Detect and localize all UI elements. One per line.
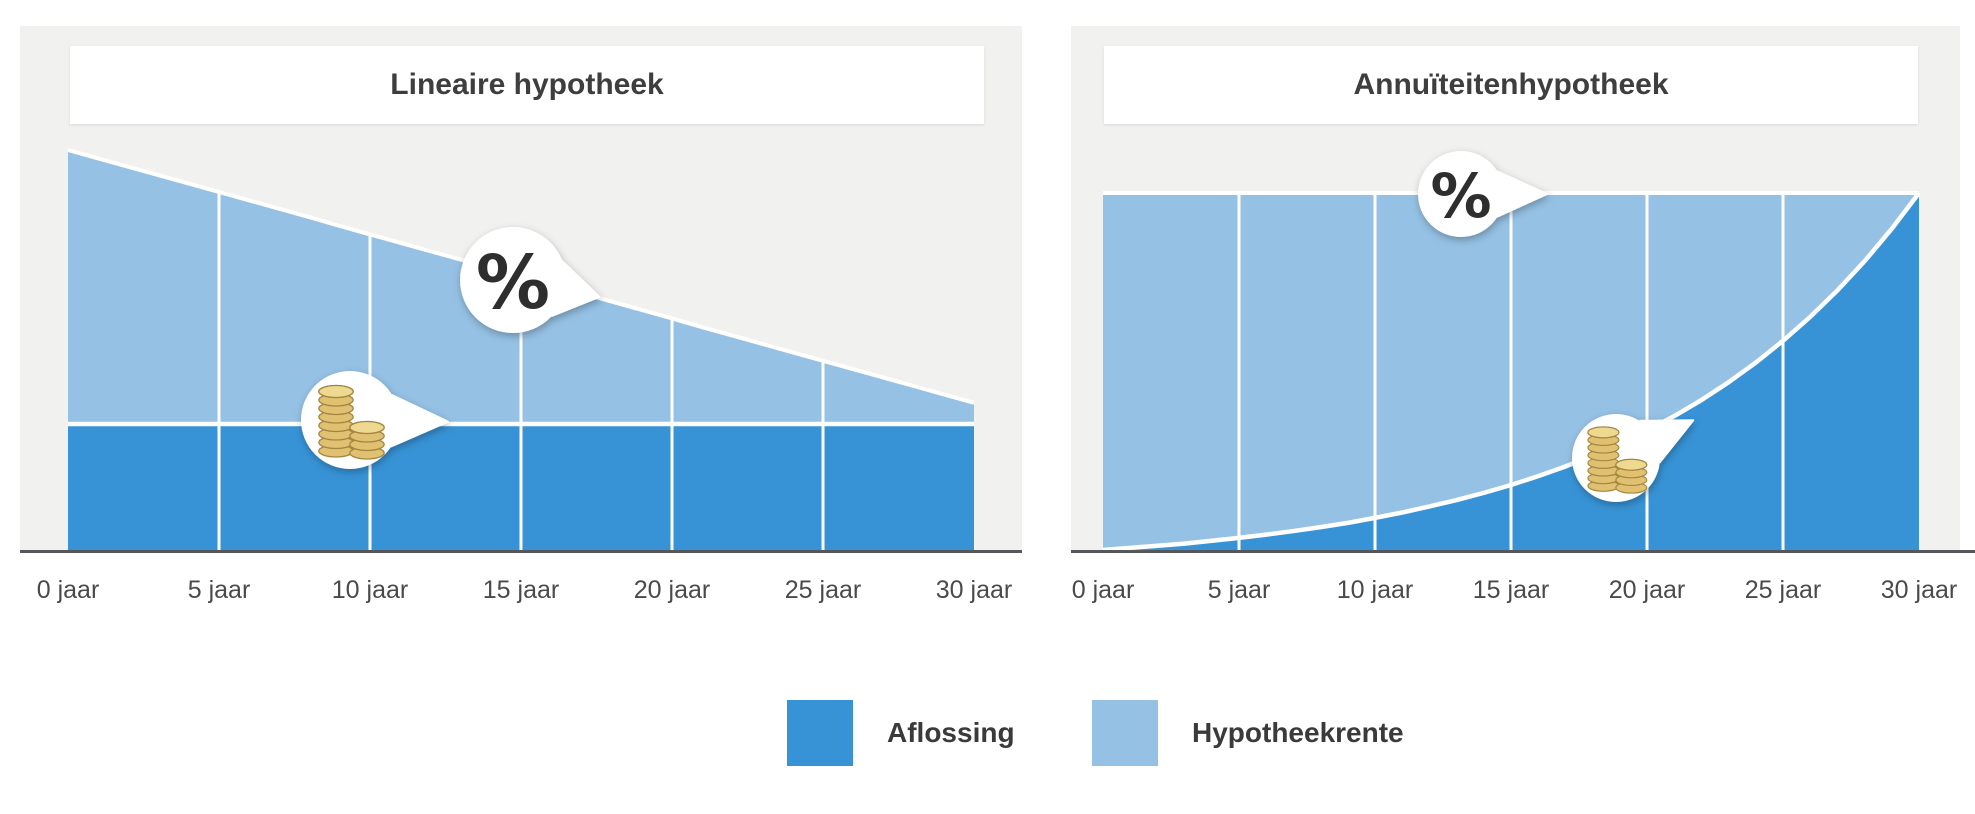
x-axis-label: 5 jaar [1207,576,1271,604]
lineair-title-box: Lineaire hypotheek [70,46,984,124]
legend-item-hypotheekrente: Hypotheekrente [1092,700,1404,766]
hypotheekrente-legend-label: Hypotheekrente [1192,717,1404,748]
x-axis-label: 25 jaar [784,576,862,604]
x-axis-label: 30 jaar [1880,576,1958,604]
aflossing-swatch [787,700,853,766]
legend-item-aflossing: Aflossing [787,700,1015,766]
x-axis-label: 0 jaar [36,576,100,604]
legend: Aflossing Hypotheekrente [0,700,1975,770]
x-axis-label: 5 jaar [187,576,251,604]
aflossing-legend-label: Aflossing [887,717,1015,748]
lineair-chart-title: Lineaire hypotheek [390,68,664,101]
x-axis-label: 25 jaar [1744,576,1822,604]
x-axis-label: 30 jaar [935,576,1013,604]
x-axis-label: 20 jaar [1608,576,1686,604]
annuiteiten-chart-title: Annuïteitenhypotheek [1353,68,1669,101]
x-axis-label: 10 jaar [331,576,409,604]
hypotheekrente-swatch [1092,700,1158,766]
x-axis-label: 20 jaar [633,576,711,604]
annuiteiten-title-box: Annuïteitenhypotheek [1104,46,1918,124]
lineair-x-axis-line [20,550,1022,553]
x-axis-label: 15 jaar [1472,576,1550,604]
x-axis-label: 10 jaar [1336,576,1414,604]
x-axis-label: 0 jaar [1071,576,1135,604]
x-axis-label: 15 jaar [482,576,560,604]
